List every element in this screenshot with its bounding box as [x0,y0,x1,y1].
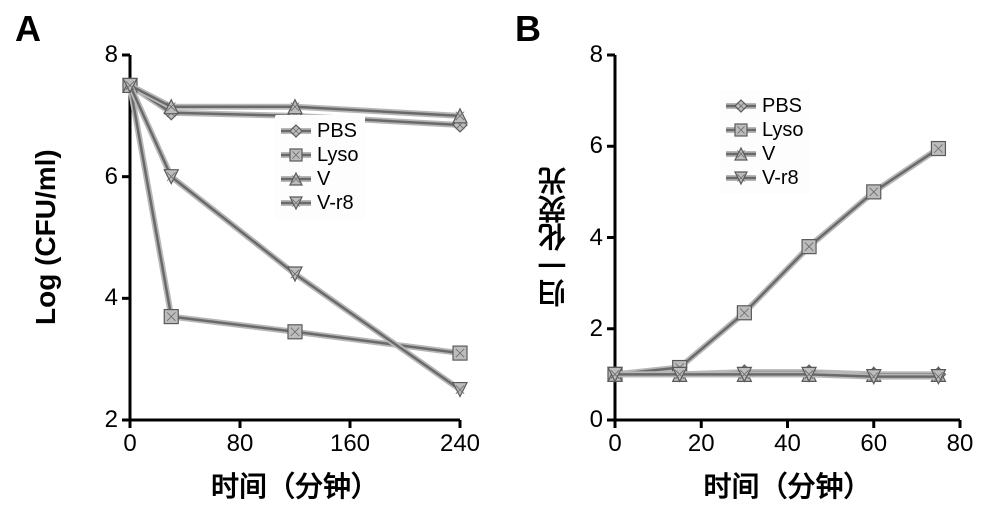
x-tick-label: 60 [844,430,904,458]
legend: PBSLysoVV-r8 [720,90,810,194]
legend-label: PBS [317,120,357,143]
legend-row: PBS [726,94,804,118]
legend-row: Lyso [726,118,804,142]
x-tick-label: 0 [100,430,160,458]
legend-marker [281,193,311,213]
x-tick-label: 160 [320,430,380,458]
x-tick-label: 80 [930,430,990,458]
legend-marker [726,144,756,164]
legend-label: V-r8 [317,192,354,215]
legend-label: V-r8 [762,167,799,190]
legend-row: V [726,142,804,166]
legend-marker [726,120,756,140]
x-tick-label: 240 [430,430,490,458]
legend-marker [281,169,311,189]
x-tick-label: 80 [210,430,270,458]
x-tick-label: 0 [585,430,645,458]
legend: PBSLysoVV-r8 [275,115,365,219]
legend-row: V-r8 [726,166,804,190]
y-axis-label: 归一化荧光 [535,125,575,350]
legend-marker [726,168,756,188]
legend-marker [281,121,311,141]
legend-label: V [762,143,775,166]
x-axis-label: 时间（分钟） [130,465,460,505]
legend-row: PBS [281,119,359,143]
x-tick-label: 20 [671,430,731,458]
legend-row: V-r8 [281,191,359,215]
x-axis-label: 时间（分钟） [615,465,960,505]
legend-row: Lyso [281,143,359,167]
legend-marker [726,96,756,116]
x-tick-label: 40 [758,430,818,458]
y-tick-label: 8 [78,41,118,69]
legend-marker [281,145,311,165]
legend-label: Lyso [317,144,359,167]
legend-label: PBS [762,95,802,118]
y-axis-label: Log (CFU/ml) [30,105,62,370]
legend-row: V [281,167,359,191]
y-tick-label: 6 [78,163,118,191]
figure-container: A2468080160240Log (CFU/ml)时间（分钟）PBSLysoV… [0,0,1000,531]
y-tick-label: 4 [78,284,118,312]
legend-label: V [317,168,330,191]
panel-a: A2468080160240Log (CFU/ml)时间（分钟）PBSLysoV… [0,0,500,531]
chart-svg [500,0,1000,531]
panel-b: B02468020406080归一化荧光时间（分钟）PBSLysoVV-r8 [500,0,1000,531]
legend-label: Lyso [762,119,804,142]
y-tick-label: 8 [563,41,603,69]
